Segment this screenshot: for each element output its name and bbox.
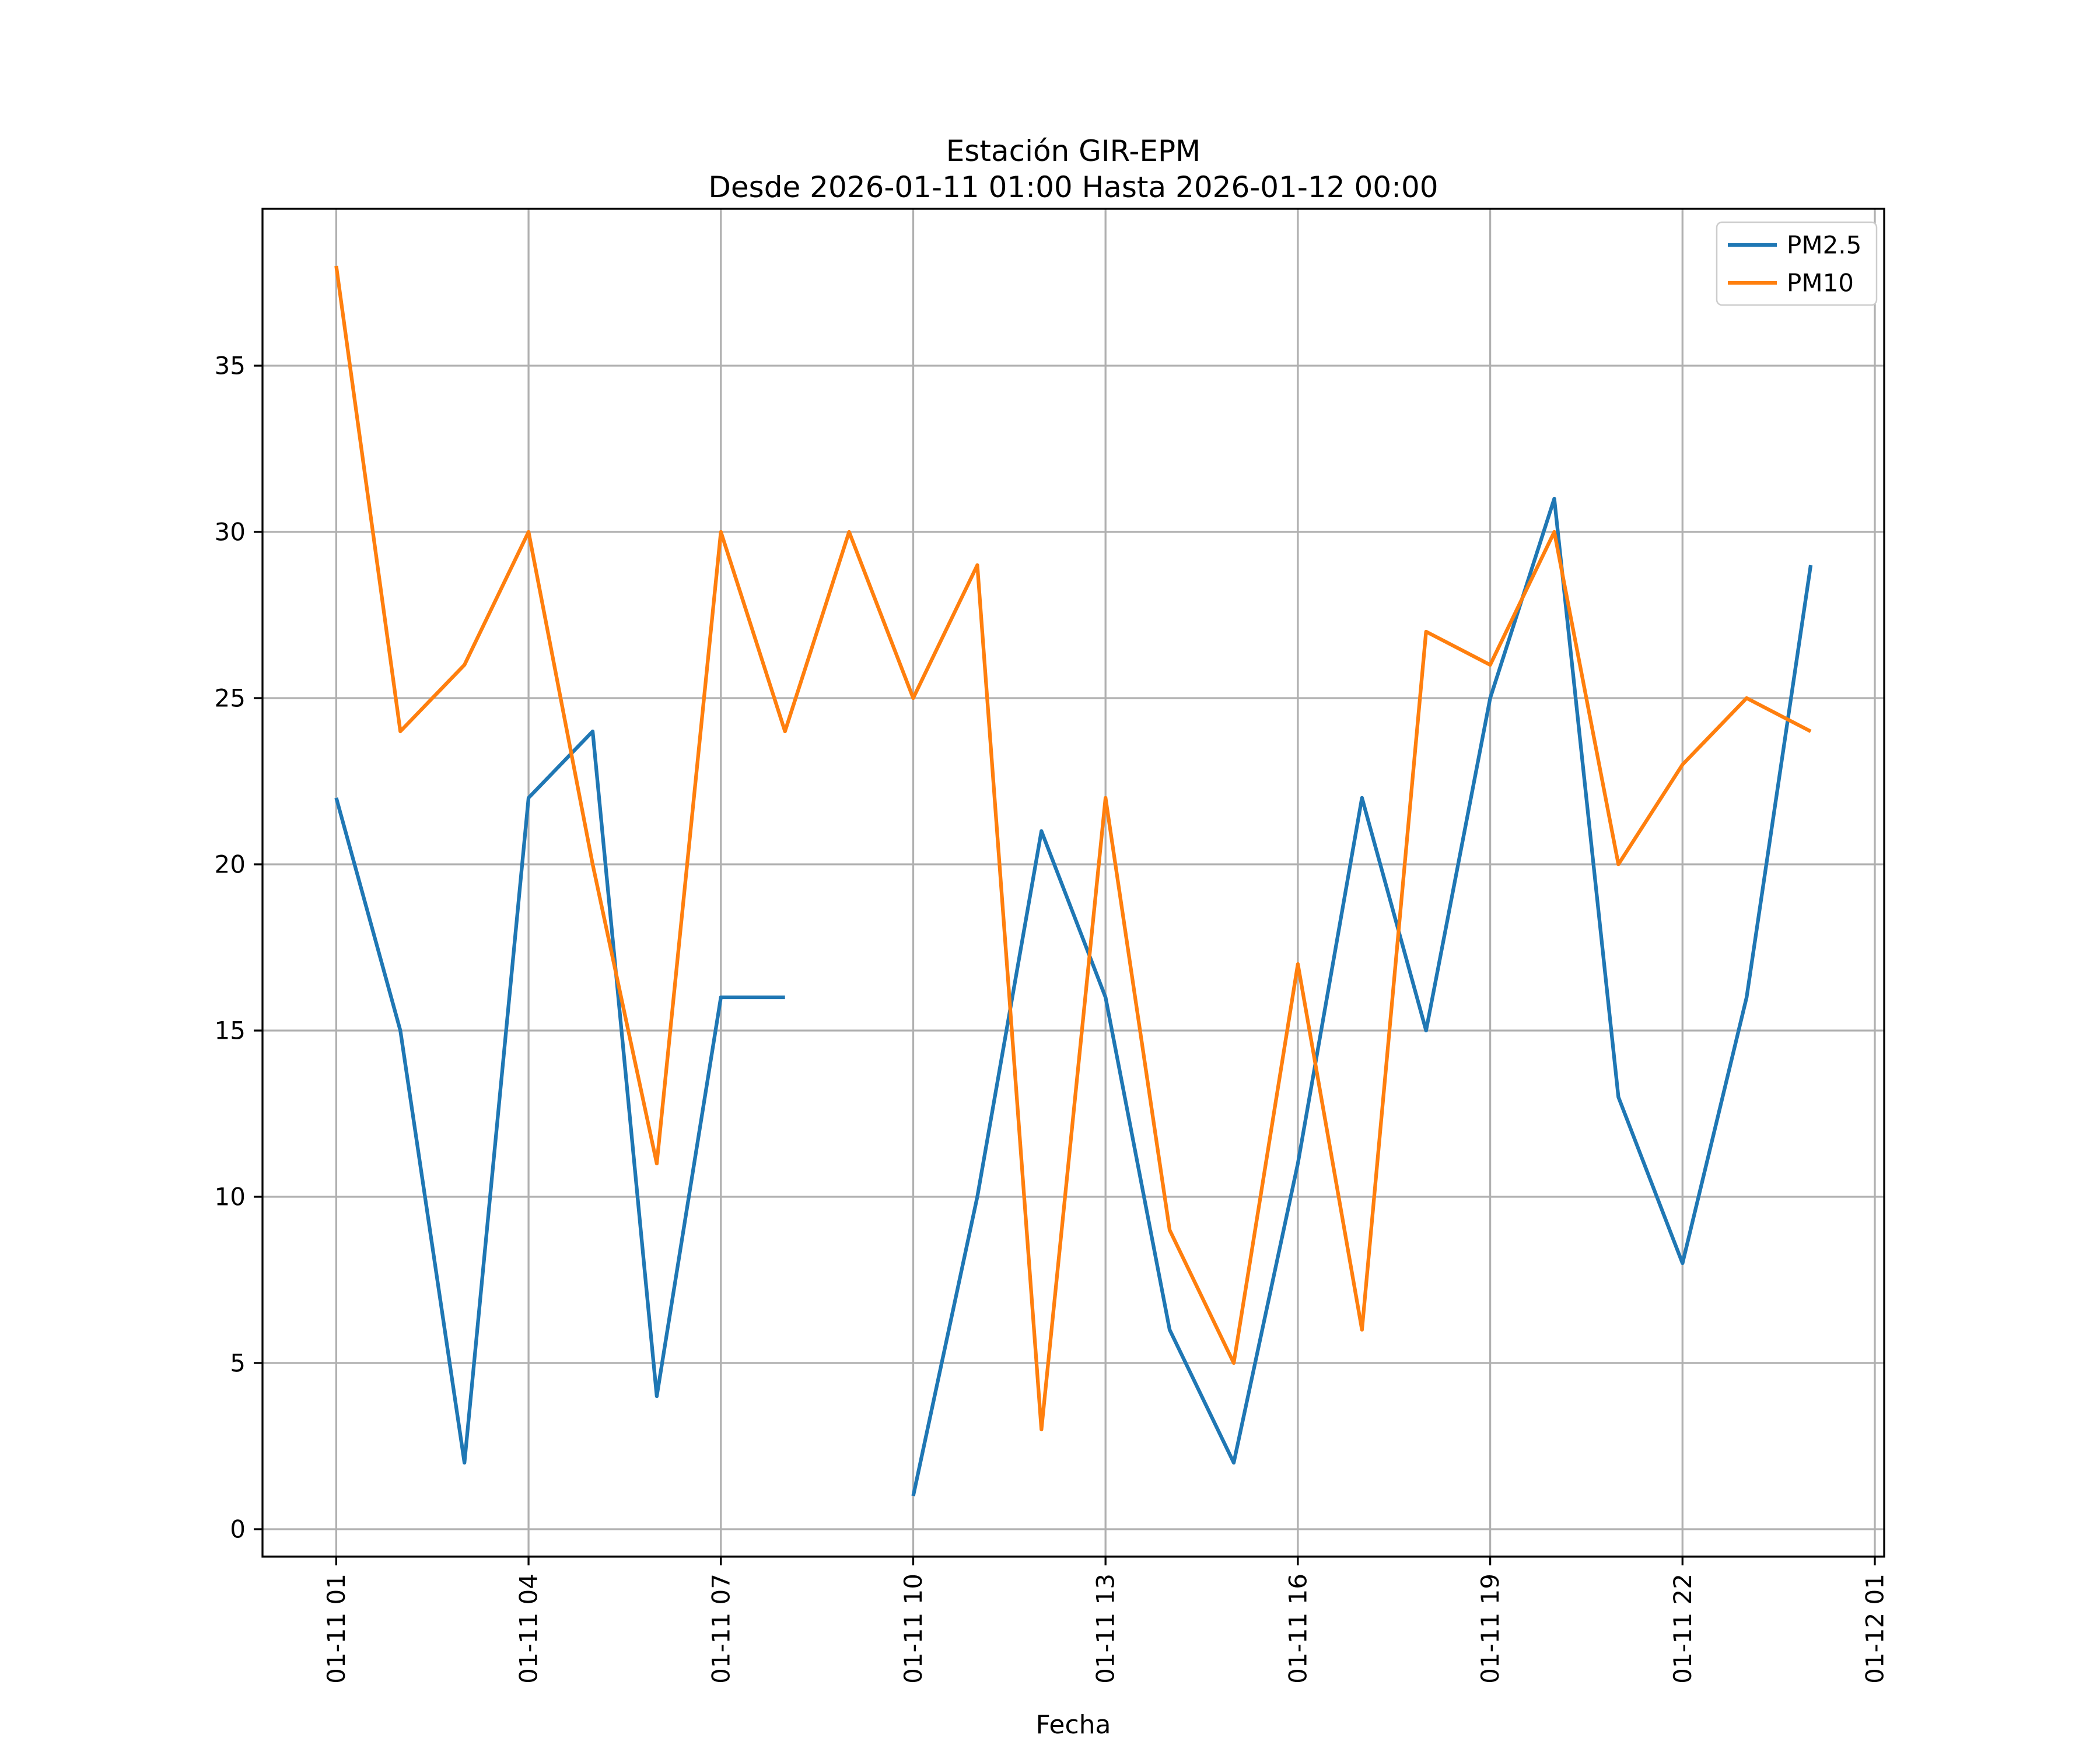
pm10-line — [334, 265, 1812, 1432]
y-tick-label: 35 — [215, 352, 246, 380]
x-axis-label: Fecha — [1035, 1710, 1111, 1740]
y-tick-label: 5 — [230, 1349, 246, 1378]
plot-border — [261, 208, 1885, 1558]
x-tick-label: 01-11 13 — [1091, 1574, 1120, 1684]
x-tick-label: 01-11 19 — [1476, 1574, 1504, 1684]
axis-ticks — [254, 365, 1876, 1565]
x-tick-label: 01-11 22 — [1668, 1574, 1697, 1684]
y-tick-label: 30 — [215, 518, 246, 546]
legend-pm10-label: PM10 — [1787, 269, 1854, 297]
legend: PM2.5 PM10 — [1716, 221, 1878, 306]
y-tick-label: 25 — [215, 684, 246, 713]
x-tick-label: 01-11 01 — [322, 1574, 351, 1684]
pm25-line — [334, 496, 1813, 1497]
x-tick-label: 01-11 04 — [514, 1574, 543, 1684]
series-lines — [334, 265, 1813, 1497]
x-tick-label: 01-11 16 — [1283, 1574, 1312, 1684]
x-tick-label: 01-11 10 — [899, 1574, 928, 1684]
y-tick-label: 20 — [215, 850, 246, 879]
gridlines — [262, 209, 1884, 1557]
y-tick-labels: 0 5 10 15 20 25 30 35 — [215, 352, 246, 1544]
x-tick-labels: 01-11 01 01-11 04 01-11 07 01-11 10 01-11 13… — [322, 1574, 1889, 1684]
y-tick-label: 10 — [215, 1183, 246, 1211]
chart-title-line1: Estación GIR-EPM — [946, 134, 1201, 168]
y-tick-label: 15 — [215, 1017, 246, 1045]
x-tick-label: 01-12 01 — [1860, 1574, 1889, 1684]
legend-pm25-label: PM2.5 — [1787, 231, 1861, 260]
x-tick-label: 01-11 07 — [706, 1574, 735, 1684]
y-tick-label: 0 — [230, 1515, 246, 1544]
chart-title-line2: Desde 2026-01-11 01:00 Hasta 2026-01-12 … — [708, 170, 1438, 204]
